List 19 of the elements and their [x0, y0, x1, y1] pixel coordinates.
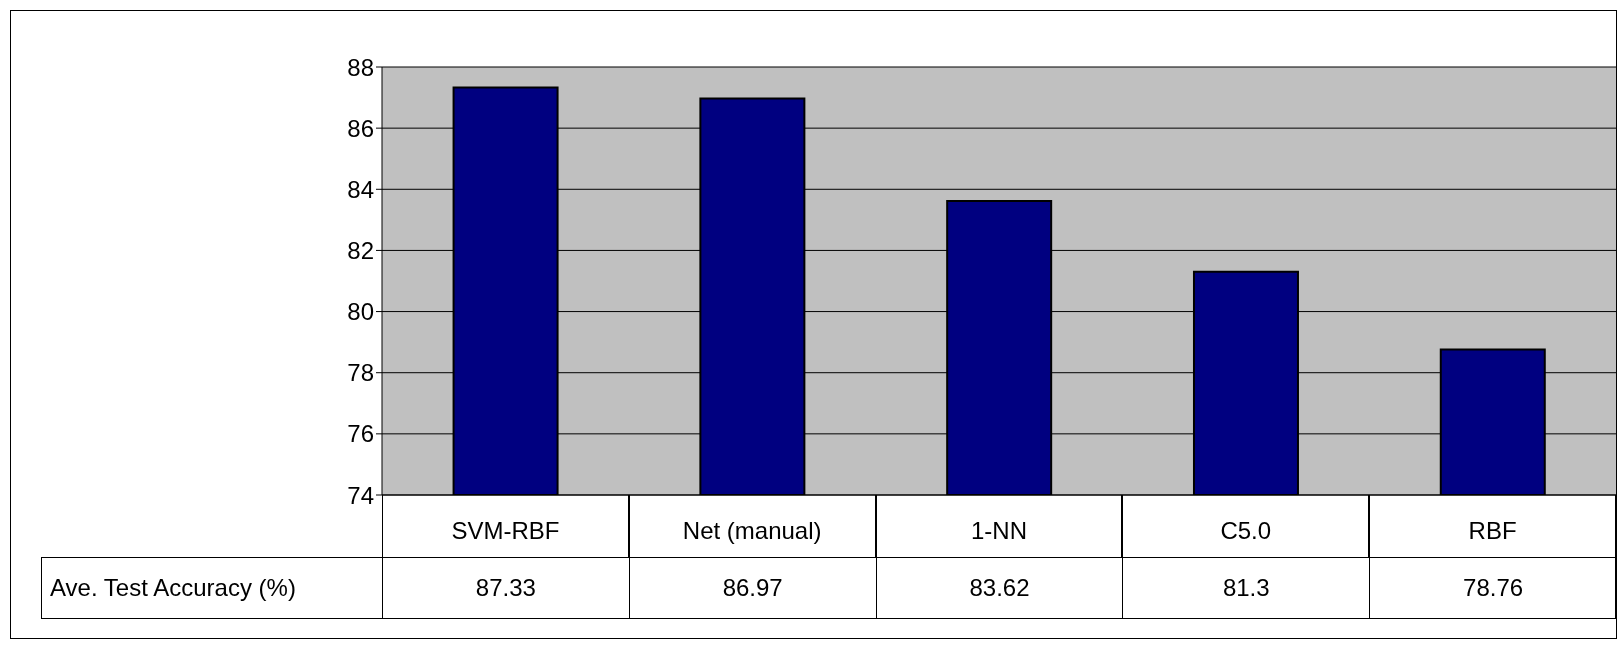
x-tick-label: SVM-RBF [451, 517, 560, 544]
y-tick-label: 74 [347, 481, 374, 509]
y-tick-label: 88 [347, 53, 374, 81]
x-tick-label: 1-NN [970, 517, 1028, 544]
data-label: 87.33 [475, 574, 536, 602]
x-tick-label: Net (manual) [682, 517, 822, 544]
y-tick-label: 76 [347, 420, 374, 448]
x-tick-label: C5.0 [1220, 517, 1272, 544]
data-label: 81.3 [1222, 574, 1270, 602]
text: Ave. Test Accuracy (%) [50, 574, 296, 602]
y-tick-label: 78 [347, 359, 374, 387]
data-label: 83.62 [969, 574, 1030, 602]
data-label: 78.76 [1463, 574, 1524, 602]
data-label: 86.97 [722, 574, 783, 602]
y-tick-label: 84 [347, 175, 374, 203]
y-tick-label: 86 [347, 114, 374, 142]
y-tick-label: 82 [347, 236, 374, 264]
y-tick-label: 80 [347, 298, 374, 326]
x-tick-label: RBF [1468, 517, 1517, 544]
